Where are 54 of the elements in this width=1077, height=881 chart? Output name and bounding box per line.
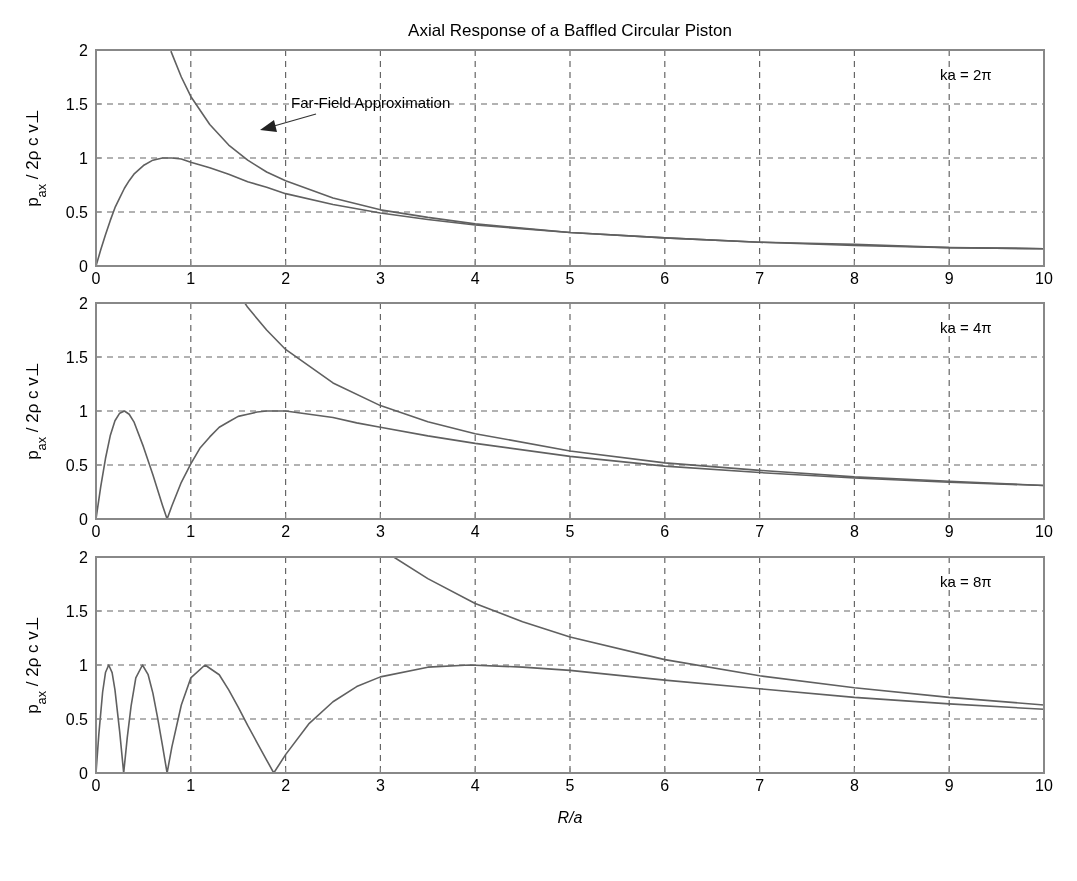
x-tick-label: 10 — [1035, 523, 1053, 540]
x-tick-label: 1 — [186, 523, 196, 540]
x-tick-label: 9 — [944, 777, 954, 794]
y-tick-label: 2 — [79, 295, 89, 312]
x-tick-label: 8 — [849, 777, 859, 794]
y-tick-label: 0.5 — [65, 457, 89, 474]
x-tick-label: 2 — [281, 523, 291, 540]
x-tick-label: 3 — [375, 270, 385, 287]
y-tick-label: 2 — [79, 549, 89, 566]
x-tick-label: 5 — [565, 777, 575, 794]
y-tick-label: 0 — [79, 765, 89, 782]
x-tick-label: 5 — [565, 523, 575, 540]
x-tick-label: 6 — [660, 270, 670, 287]
x-tick-label: 0 — [91, 270, 101, 287]
x-tick-label: 3 — [375, 777, 385, 794]
x-tick-label: 2 — [281, 270, 291, 287]
y-tick-label: 0 — [79, 511, 89, 528]
x-tick-label: 9 — [944, 523, 954, 540]
y-tick-label: 1 — [79, 657, 89, 674]
y-tick-label: 1 — [79, 150, 89, 167]
annotation: ka = 2π — [940, 66, 992, 83]
y-tick-label: 1.5 — [65, 603, 89, 620]
x-axis-title: R/a — [557, 809, 583, 826]
x-tick-label: 9 — [944, 270, 954, 287]
x-tick-label: 4 — [470, 270, 480, 287]
x-tick-label: 8 — [849, 270, 859, 287]
x-tick-label: 8 — [849, 523, 859, 540]
x-tick-label: 6 — [660, 523, 670, 540]
x-tick-label: 6 — [660, 777, 670, 794]
x-tick-label: 10 — [1035, 270, 1053, 287]
y-tick-label: 0.5 — [65, 204, 89, 221]
x-tick-label: 10 — [1035, 777, 1053, 794]
y-tick-label: 2 — [79, 42, 89, 59]
x-tick-label: 7 — [755, 777, 765, 794]
y-tick-label: 1 — [79, 403, 89, 420]
x-tick-label: 0 — [91, 523, 101, 540]
annotation: ka = 8π — [940, 573, 992, 590]
x-tick-label: 2 — [281, 777, 291, 794]
y-tick-label: 1.5 — [65, 96, 89, 113]
y-tick-label: 0.5 — [65, 711, 89, 728]
annotation: Far-Field Approximation — [291, 94, 451, 111]
chart-title: Axial Response of a Baffled Circular Piston — [408, 21, 732, 40]
annotation: ka = 4π — [940, 319, 992, 336]
y-tick-label: 1.5 — [65, 349, 89, 366]
x-tick-label: 4 — [470, 777, 480, 794]
x-tick-label: 0 — [91, 777, 101, 794]
x-tick-label: 1 — [186, 270, 196, 287]
x-tick-label: 7 — [755, 270, 765, 287]
x-tick-label: 4 — [470, 523, 480, 540]
x-tick-label: 3 — [375, 523, 385, 540]
x-tick-label: 7 — [755, 523, 765, 540]
y-tick-label: 0 — [79, 258, 89, 275]
x-tick-label: 1 — [186, 777, 196, 794]
x-tick-label: 5 — [565, 270, 575, 287]
